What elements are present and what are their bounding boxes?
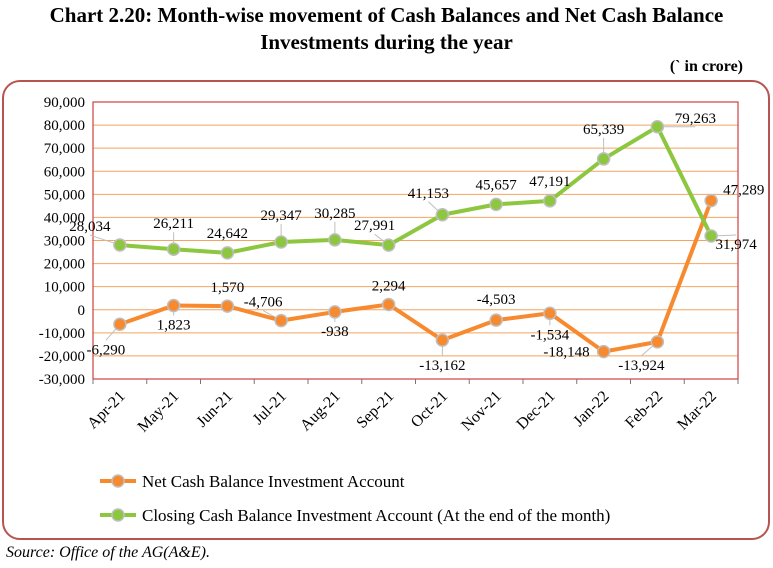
- grid-lines: [92, 101, 739, 380]
- data-point: [220, 299, 235, 313]
- legend-swatch-marker: [111, 474, 125, 488]
- x-tick-label: Jun-21: [193, 388, 236, 431]
- chart-title-line1: Chart 2.20: Month-wise movement of Cash …: [49, 3, 724, 27]
- data-label: 26,211: [153, 216, 194, 232]
- y-tick-label: 90,000: [44, 95, 85, 111]
- data-point: [274, 313, 288, 328]
- data-label: -938: [321, 324, 349, 340]
- chart-title-line2: Investments during the year: [260, 30, 513, 54]
- data-label: 47,191: [529, 174, 570, 190]
- legend-swatch-marker: [111, 508, 125, 522]
- data-label: -4,706: [244, 295, 283, 311]
- data-label: 24,642: [207, 226, 248, 242]
- y-axis: -30,000 -20,000 -10,000 0 10,000 20,000 30,000…: [39, 95, 85, 388]
- data-label: 41,153: [408, 186, 449, 202]
- y-tick-label: 70,000: [44, 141, 85, 157]
- x-axis: Apr-21 May-21 Jun-21 Jul-21 Aug-21 Sep-21 Oct-…: [84, 379, 739, 436]
- x-tick-label: Sep-21: [353, 388, 397, 432]
- y-tick-label: -20,000: [39, 349, 85, 365]
- data-label: 1,570: [211, 280, 245, 296]
- data-point: [596, 344, 611, 359]
- data-point: [704, 193, 718, 208]
- data-label: 30,285: [314, 206, 355, 222]
- data-label: 31,974: [716, 237, 758, 253]
- data-point: [328, 233, 342, 247]
- legend-label: Net Cash Balance Investment Account: [142, 472, 405, 491]
- data-label: 47,289: [723, 183, 764, 199]
- y-tick-label: -10,000: [39, 326, 85, 342]
- data-label: -13,924: [618, 358, 665, 374]
- y-tick-label: -30,000: [39, 372, 85, 388]
- y-tick-label: 50,000: [44, 187, 85, 203]
- y-tick-label: 80,000: [44, 118, 85, 134]
- chart-frame: [2, 80, 770, 540]
- data-point: [543, 194, 557, 208]
- data-label: -1,534: [531, 327, 570, 343]
- data-point: [381, 297, 396, 312]
- y-tick-label: 60,000: [44, 164, 85, 180]
- chart-title: Chart 2.20: Month-wise movement of Cash …: [0, 2, 773, 56]
- data-label: 28,034: [69, 219, 111, 235]
- data-point: [543, 306, 557, 321]
- y-tick-label: 10,000: [44, 280, 85, 296]
- x-tick-label: Feb-22: [622, 388, 666, 432]
- x-tick-label: Oct-21: [408, 388, 451, 431]
- data-point: [435, 333, 450, 347]
- data-label: 2,294: [372, 278, 406, 294]
- x-tick-label: May-21: [135, 388, 183, 436]
- series-line: [119, 124, 713, 255]
- data-labels: -6,290 1,823 1,570-4,706 -938 2,294 -13,162 -4…: [69, 111, 764, 374]
- source-note: Source: Office of the AG(A&E).: [6, 544, 210, 561]
- data-point: [274, 235, 288, 249]
- data-label: 29,347: [261, 208, 303, 224]
- data-label: -4,503: [477, 292, 516, 308]
- y-tick-label: 40,000: [44, 210, 85, 226]
- data-label: -6,290: [87, 342, 126, 358]
- x-tick-label: Jul-21: [250, 388, 290, 428]
- data-label: 45,657: [476, 177, 518, 193]
- y-tick-label: 20,000: [44, 257, 85, 273]
- legend: Net Cash Balance Investment Account Closi…: [100, 472, 610, 525]
- y-tick-label: 30,000: [44, 234, 85, 250]
- data-label: -18,148: [543, 345, 589, 361]
- x-tick-label: Nov-21: [458, 388, 505, 435]
- data-point: [166, 242, 181, 256]
- data-label: 65,339: [583, 122, 624, 138]
- data-label: 1,823: [157, 318, 191, 334]
- legend-label: Closing Cash Balance Investment Account …: [142, 506, 610, 525]
- data-point: [704, 229, 718, 243]
- x-tick-label: Jan-22: [570, 388, 612, 430]
- data-point: [435, 208, 450, 222]
- x-tick-label: Aug-21: [297, 388, 344, 435]
- data-label: -13,162: [419, 358, 465, 374]
- data-label: 27,991: [354, 218, 395, 234]
- data-label: 79,263: [675, 111, 716, 127]
- data-point: [220, 246, 235, 260]
- data-point: [113, 317, 127, 332]
- data-point: [166, 298, 181, 313]
- data-point: [650, 120, 665, 134]
- data-point: [489, 197, 503, 212]
- data-point: [381, 238, 396, 252]
- x-tick-label: Mar-22: [674, 388, 720, 434]
- unit-label: (` in crore): [669, 58, 743, 75]
- data-point: [489, 313, 503, 327]
- series-line: [119, 199, 713, 354]
- y-tick-label: 0: [78, 303, 86, 319]
- series-group: [113, 120, 718, 359]
- data-point: [328, 305, 342, 319]
- x-tick-label: Apr-21: [84, 388, 128, 432]
- data-point: [113, 238, 127, 252]
- data-point: [650, 335, 665, 349]
- x-tick-label: Dec-21: [513, 388, 558, 433]
- data-point: [596, 152, 611, 166]
